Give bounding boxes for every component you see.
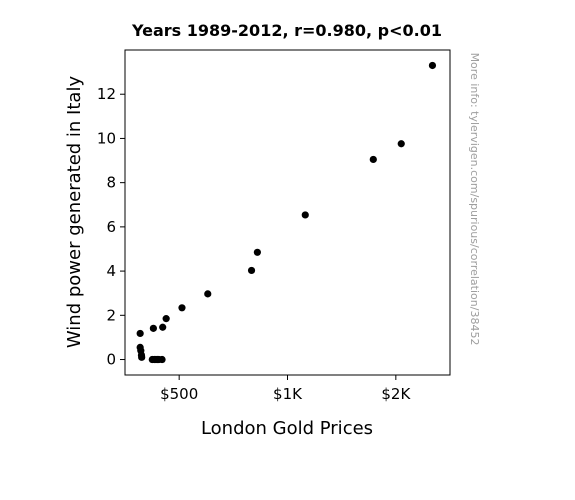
y-tick-label: 10 <box>97 129 116 147</box>
data-point <box>247 266 256 275</box>
plot-area <box>124 49 451 376</box>
data-point <box>301 211 309 219</box>
data-point <box>162 315 170 323</box>
data-point <box>136 329 144 338</box>
y-tick-label: 6 <box>106 218 116 236</box>
y-tick-label: 12 <box>97 85 116 103</box>
data-point <box>369 155 377 164</box>
y-axis-label: Wind power generated in Italy <box>64 76 85 349</box>
source-note: More info: tylervigen.com/spurious/corre… <box>468 53 481 346</box>
data-point <box>428 61 437 70</box>
chart-title: Years 1989-2012, r=0.980, p<0.01 <box>131 21 442 40</box>
data-point <box>204 290 212 298</box>
x-axis-label: London Gold Prices <box>201 418 373 439</box>
axis-ticks: $500 $1K $2K 0 2 4 6 8 10 12 <box>97 85 412 403</box>
data-point <box>158 355 166 364</box>
data-point <box>397 140 405 148</box>
x-tick-label: $1K <box>273 385 303 403</box>
data-points <box>136 61 437 364</box>
data-point <box>138 353 146 361</box>
y-tick-label: 4 <box>106 262 116 280</box>
data-point <box>253 248 261 256</box>
y-tick-label: 0 <box>106 351 116 369</box>
x-tick-label: $500 <box>160 385 198 403</box>
data-point <box>178 304 186 312</box>
data-point <box>159 323 167 331</box>
x-tick-label: $2K <box>381 385 411 403</box>
y-tick-label: 2 <box>106 306 116 324</box>
y-tick-label: 8 <box>106 174 116 192</box>
data-point <box>149 324 157 332</box>
